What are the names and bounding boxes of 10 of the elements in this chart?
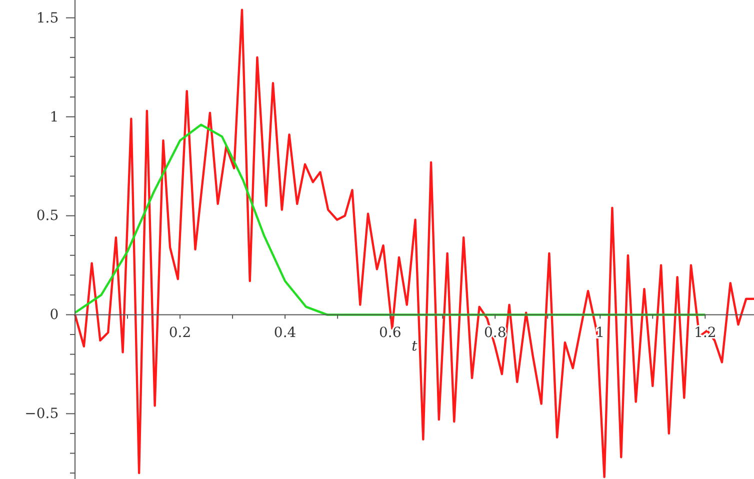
line-series <box>74 124 706 316</box>
y-tick-label: −0.5 <box>24 406 59 422</box>
x-axis-title: t <box>412 338 418 355</box>
y-tick-label: 1 <box>50 109 59 126</box>
x-tick-label: 0.4 <box>274 325 296 342</box>
x-tick-label: 0.2 <box>168 325 192 342</box>
y-tick-label: 0.5 <box>36 208 59 224</box>
y-tick-label: 1.5 <box>36 10 59 26</box>
x-tick-label: 0.6 <box>378 325 402 342</box>
y-tick-label: 0 <box>50 307 59 324</box>
